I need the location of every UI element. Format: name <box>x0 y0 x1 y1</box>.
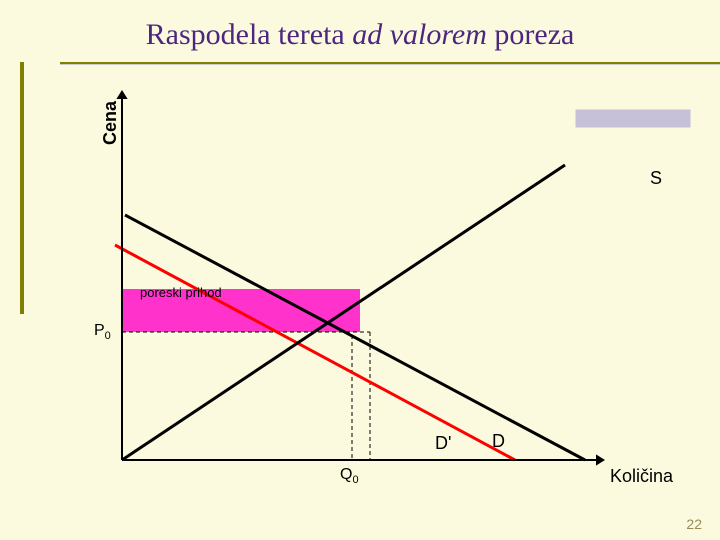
revenue-label: poreski prihod <box>140 285 222 300</box>
slide: Raspodela tereta ad valorem poreza Cena … <box>0 0 720 540</box>
page-number: 22 <box>686 516 702 532</box>
demand-label: D <box>492 431 505 452</box>
title-italic: ad valorem <box>352 18 487 51</box>
supply-label: S <box>650 168 662 189</box>
title-pre: Raspodela tereta <box>146 18 353 51</box>
title-underline <box>60 62 720 65</box>
y-axis-label: Cena <box>100 101 121 145</box>
title-post: poreza <box>487 18 574 51</box>
demand-prime-label: D' <box>435 433 451 454</box>
chart-area: Cena Količina S D D' P0 Q0 poreski priho… <box>105 90 625 485</box>
q0-label: Q0 <box>340 466 359 486</box>
p0-label: P0 <box>94 322 111 342</box>
slide-title: Raspodela tereta ad valorem poreza <box>0 18 720 52</box>
x-axis-label: Količina <box>610 466 673 487</box>
side-rule <box>20 62 24 314</box>
